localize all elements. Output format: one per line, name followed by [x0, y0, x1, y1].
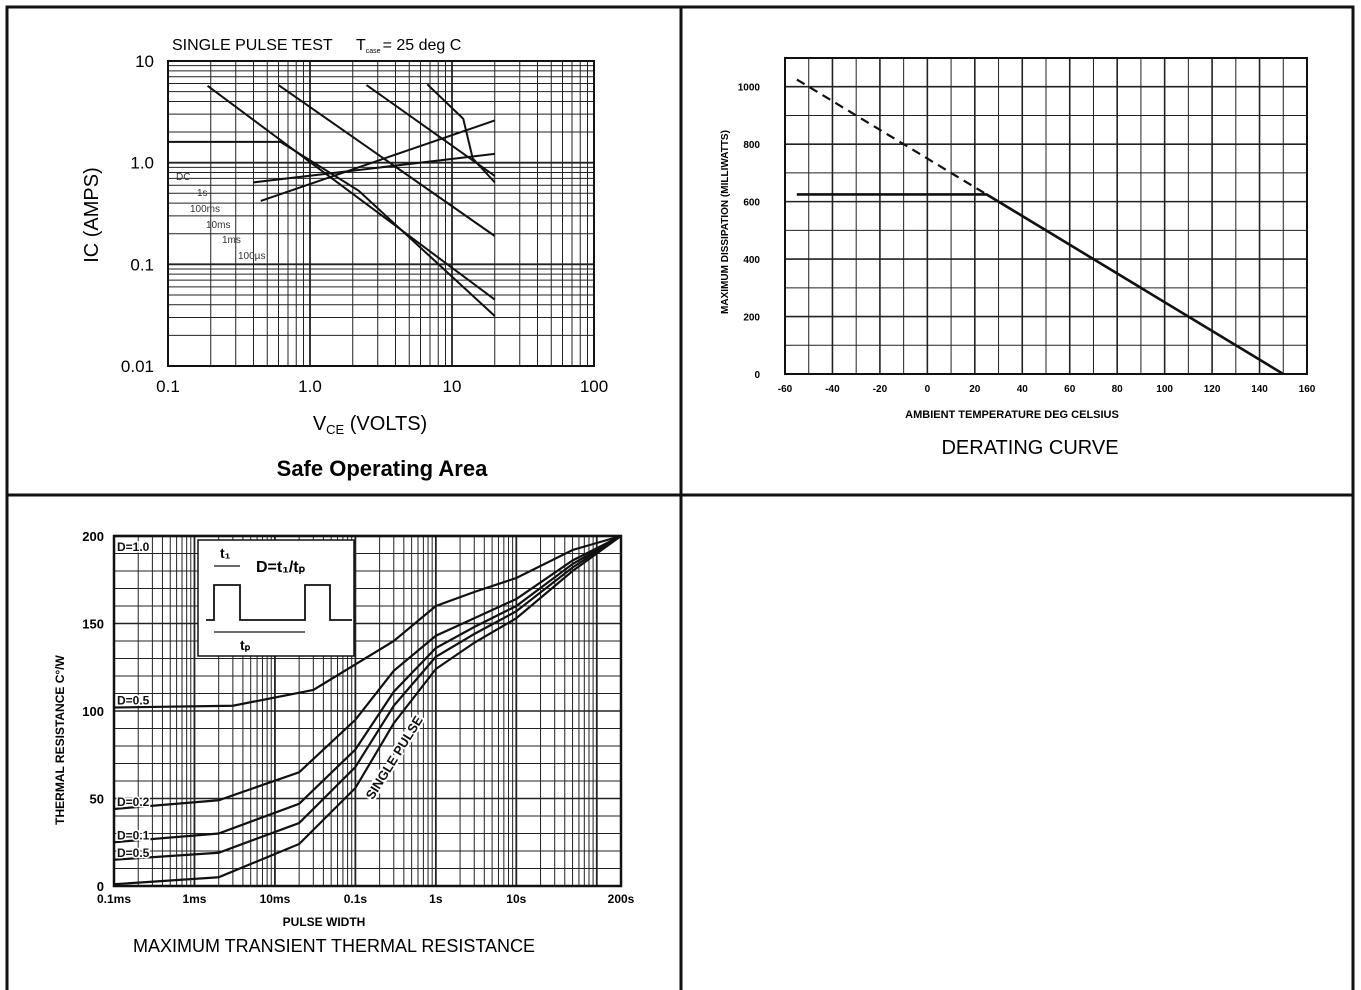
thermal-series-labels: D=1.0 D=0.5 D=0.2 D=0.1 D=0.5	[116, 539, 152, 862]
soa-curve-1	[206, 85, 496, 301]
soa-y-tick: 1.0	[130, 154, 154, 173]
soa-curve-0	[168, 140, 496, 317]
soa-y-tick-labels: 10 1.0 0.1 0.01	[121, 52, 154, 376]
thermal-title: MAXIMUM TRANSIENT THERMAL RESISTANCE	[133, 936, 535, 956]
derating-grid	[784, 57, 1308, 375]
thermal-y-tick: 150	[82, 617, 104, 632]
soa-x-tick-labels: 0.1 1.0 10 100	[156, 377, 608, 396]
soa-curve-6	[253, 152, 495, 184]
thermal-series-label: D=1.0	[117, 540, 150, 554]
derating-x-tick: -60	[778, 384, 793, 395]
derating-x-tick: -40	[825, 384, 840, 395]
derating-y-tick: 200	[743, 313, 760, 324]
soa-curve-label: 100ms	[190, 204, 220, 215]
thermal-x-tick: 200s	[608, 892, 635, 906]
thermal-series-label: D=0.5	[117, 846, 150, 860]
soa-curve-labels: DC 1s 100ms 10ms 1ms 100µs	[176, 172, 265, 262]
derating-x-tick: 100	[1156, 384, 1173, 395]
derating-x-tick: 40	[1017, 384, 1029, 395]
derating-title: DERATING CURVE	[941, 437, 1118, 459]
thermal-x-tick: 0.1s	[344, 892, 368, 906]
soa-grid	[167, 60, 595, 367]
panel-frame	[5, 5, 1355, 990]
derating-curve-dashed	[796, 78, 988, 196]
soa-curve-2	[277, 84, 496, 237]
derating-y-tick-labels: 0 200 400 600 800 1000	[738, 83, 761, 381]
derating-plot-border	[784, 57, 1308, 375]
thermal-series-label: D=0.1	[117, 828, 150, 842]
soa-y-tick: 10	[135, 52, 154, 71]
soa-x-axis-label: VCE (VOLTS)	[313, 413, 427, 437]
thermal-x-tick: 10ms	[260, 892, 291, 906]
derating-x-tick: 120	[1204, 384, 1221, 395]
derating-x-tick: 160	[1299, 384, 1316, 395]
thermal-y-tick: 200	[82, 529, 104, 544]
inset-formula: D=t₁/tₚ	[256, 559, 306, 576]
thermal-y-tick: 0	[97, 879, 104, 894]
soa-curve-label: DC	[176, 172, 190, 183]
derating-x-axis-label: AMBIENT TEMPERATURE DEG CELSIUS	[905, 409, 1119, 421]
thermal-curve-3	[113, 535, 622, 844]
thermal-series	[113, 534, 622, 886]
soa-curve-4	[426, 83, 496, 184]
soa-curve-label: 1s	[197, 188, 208, 199]
inset-tp-label: tₚ	[240, 637, 251, 653]
thermal-curve-1	[113, 534, 622, 709]
derating-x-tick: 60	[1064, 384, 1076, 395]
thermal-x-axis-label: PULSE WIDTH	[283, 915, 366, 929]
soa-x-tick: 100	[580, 377, 608, 396]
derating-y-tick: 1000	[738, 83, 761, 94]
derating-y-tick: 800	[743, 140, 760, 151]
thermal-y-tick: 50	[90, 792, 104, 807]
soa-series	[168, 83, 496, 317]
pulse-waveform	[206, 584, 352, 621]
soa-x-tick: 10	[443, 377, 462, 396]
derating-x-tick: 20	[969, 384, 981, 395]
derating-x-tick: 0	[925, 384, 931, 395]
soa-y-tick: 0.1	[130, 255, 154, 274]
thermal-x-tick: 1ms	[182, 892, 206, 906]
thermal-x-tick: 0.1ms	[97, 892, 131, 906]
duty-cycle-inset: t₁ D=t₁/tₚ tₚ	[197, 539, 355, 657]
soa-y-tick: 0.01	[121, 357, 154, 376]
soa-curve-label: 10ms	[206, 220, 230, 231]
thermal-curve-5	[113, 535, 622, 886]
soa-curve-3	[365, 84, 496, 177]
derating-x-tick-labels: -60 -40 -20 0 20 40 60 80 100 120 140 160	[778, 384, 1316, 395]
derating-y-tick: 400	[743, 255, 760, 266]
thermal-curve-4	[113, 535, 622, 861]
derating-x-tick: 80	[1112, 384, 1124, 395]
thermal-x-tick-labels: 0.1ms 1ms 10ms 0.1s 1s 10s 200s	[97, 892, 635, 906]
derating-x-tick: -20	[873, 384, 888, 395]
soa-title: Safe Operating Area	[277, 456, 488, 481]
derating-y-tick: 600	[743, 198, 760, 209]
derating-curve-solid	[796, 193, 1284, 376]
thermal-y-tick-labels: 0 50 100 150 200	[82, 529, 104, 894]
thermal-x-tick: 1s	[429, 892, 443, 906]
derating-y-axis-label: MAXIMUM DISSIPATION (MILLIWATTS)	[720, 130, 731, 314]
derating-series	[796, 78, 1284, 376]
thermal-series-label: D=0.5	[117, 694, 150, 708]
derating-curve-chart: 0 200 400 600 800 1000 -60 -40 -20 0 20 40 60 80 100 1…	[720, 57, 1316, 459]
thermal-y-axis-label: THERMAL RESISTANCE C°/W	[53, 654, 67, 824]
thermal-x-tick: 10s	[506, 892, 526, 906]
soa-curve-label: 1ms	[222, 235, 241, 246]
thermal-curve-2	[113, 535, 622, 811]
safe-operating-area-chart: 101.00.10.01 0.1 1.0 10 100 DC1s100ms10ms1m…	[81, 37, 608, 481]
soa-x-tick: 1.0	[298, 377, 322, 396]
soa-plot-border	[167, 60, 595, 367]
thermal-series-label: D=0.2	[117, 795, 150, 809]
soa-x-tick: 0.1	[156, 377, 180, 396]
soa-y-axis-label: IC (AMPS)	[81, 167, 103, 263]
soa-annotation-temp: Tcase = 25 deg C	[356, 37, 461, 55]
soa-annotation: SINGLE PULSE TEST	[172, 37, 333, 54]
transient-thermal-resistance-chart: 0 50 100 150 200 0.1ms 1ms 10ms 0.1s 1s 10s 200s D…	[53, 529, 635, 956]
derating-x-tick: 140	[1251, 384, 1268, 395]
soa-curve-5	[260, 119, 496, 202]
thermal-y-tick: 100	[82, 704, 104, 719]
soa-curve-label: 100µs	[238, 251, 265, 262]
inset-t1-label: t₁	[220, 545, 231, 561]
derating-y-tick: 0	[754, 370, 760, 381]
